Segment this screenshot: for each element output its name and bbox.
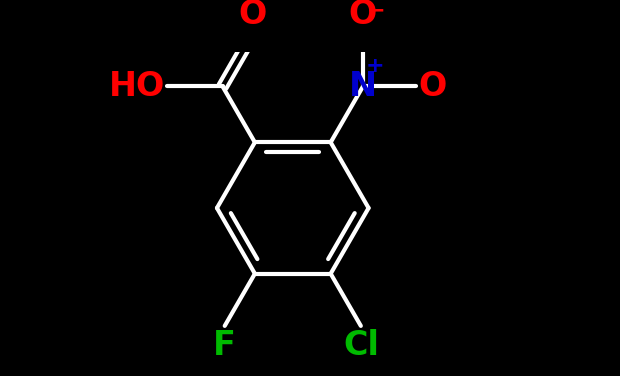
- Text: O: O: [239, 0, 267, 31]
- Text: HO: HO: [108, 70, 165, 103]
- Text: N: N: [349, 70, 377, 103]
- Text: F: F: [213, 329, 236, 362]
- Text: Cl: Cl: [343, 329, 379, 362]
- Text: −: −: [366, 1, 385, 21]
- Text: O: O: [349, 0, 377, 31]
- Text: O: O: [418, 70, 446, 103]
- Text: +: +: [366, 56, 384, 76]
